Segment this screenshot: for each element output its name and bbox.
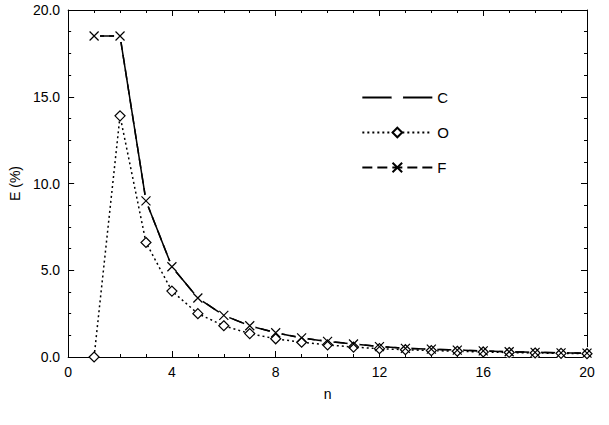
svg-text:0.0: 0.0 (41, 349, 61, 365)
svg-text:12: 12 (372, 364, 388, 380)
svg-text:E (%): E (%) (7, 166, 23, 201)
svg-text:O: O (437, 124, 449, 141)
svg-text:F: F (437, 159, 446, 176)
svg-text:0: 0 (64, 364, 72, 380)
svg-text:16: 16 (475, 364, 491, 380)
svg-text:15.0: 15.0 (33, 89, 60, 105)
svg-text:n: n (324, 386, 332, 402)
svg-text:20: 20 (579, 364, 595, 380)
svg-text:20.0: 20.0 (33, 2, 60, 18)
svg-text:4: 4 (168, 364, 176, 380)
svg-text:8: 8 (272, 364, 280, 380)
svg-text:5.0: 5.0 (41, 262, 61, 278)
svg-text:10.0: 10.0 (33, 176, 60, 192)
svg-text:C: C (437, 89, 448, 106)
